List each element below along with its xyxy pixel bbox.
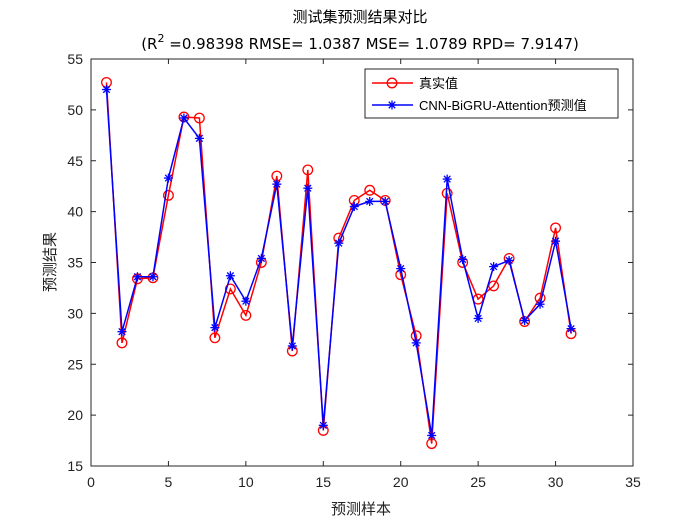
subtitle-metrics: =0.98398 RMSE= 1.0387 MSE= 1.0789 RPD= 7… [164,35,578,53]
data-point [163,173,173,183]
data-point [240,309,252,321]
legend-label: 真实值 [419,76,458,91]
y-tick-label: 20 [67,407,83,423]
data-point [272,179,282,189]
data-point [380,196,390,206]
x-axis-label: 预测样本 [331,500,391,518]
legend-label: CNN-BiGRU-Attention预测值 [419,98,587,113]
data-point [148,272,158,282]
data-point [473,313,483,323]
y-tick-label: 25 [67,356,83,372]
x-tick-label: 20 [393,474,409,490]
data-point [302,164,314,176]
x-tick-label: 10 [238,474,254,490]
data-point [194,133,204,143]
x-tick-label: 35 [625,474,641,490]
data-point [303,183,313,193]
y-tick-label: 50 [67,102,83,118]
y-tick-label: 35 [67,255,83,271]
chart-title: 测试集预测结果对比 [292,8,427,26]
legend-marker [387,100,397,110]
x-tick-label: 5 [165,474,173,490]
series-2 [101,85,576,440]
x-tick-label: 15 [315,474,331,490]
y-tick-label: 30 [67,305,83,321]
data-point [318,420,328,430]
data-point [224,283,236,295]
data-point [209,332,221,344]
data-point [162,189,174,201]
data-point [334,238,344,248]
data-point [488,280,500,292]
data-point [210,323,220,333]
data-point [535,299,545,309]
data-point [179,113,189,123]
data-point [117,327,127,337]
data-point [365,196,375,206]
data-point [101,85,111,95]
data-point [520,315,530,325]
data-point [349,202,359,212]
y-tick-label: 45 [67,153,83,169]
data-point [364,184,376,196]
axes-box [90,58,634,467]
x-tick-label: 25 [470,474,486,490]
data-point [256,253,266,263]
data-point [225,271,235,281]
legend: 真实值 CNN-BiGRU-Attention预测值 [364,68,619,119]
data-point [193,112,205,124]
y-tick-label: 40 [67,204,83,220]
x-tick-label: 30 [548,474,564,490]
data-point [132,272,142,282]
data-point [489,262,499,272]
data-point [241,296,251,306]
data-point [551,236,561,246]
x-tick-label: 0 [87,474,95,490]
data-point [116,337,128,349]
legend-marker [386,77,398,89]
data-point [504,255,514,265]
data-point [442,174,452,184]
data-point [550,222,562,234]
y-axis-label: 预测结果 [41,232,59,292]
data-point [396,264,406,274]
plot-area: 0 5 10 15 20 25 30 35 15 20 25 30 35 40 45 50 55 [67,51,641,490]
data-point [411,338,421,348]
subtitle-superscript: 2 [157,32,164,45]
subtitle-prefix: (R [141,35,157,53]
y-tick-label: 55 [67,51,83,67]
legend-box [364,68,619,119]
data-point [566,324,576,334]
y-tick-label: 15 [67,458,83,474]
data-point [458,254,468,264]
chart-subtitle: (R2 =0.98398 RMSE= 1.0387 MSE= 1.0789 RP… [141,32,579,53]
data-point [427,430,437,440]
data-point [287,341,297,351]
